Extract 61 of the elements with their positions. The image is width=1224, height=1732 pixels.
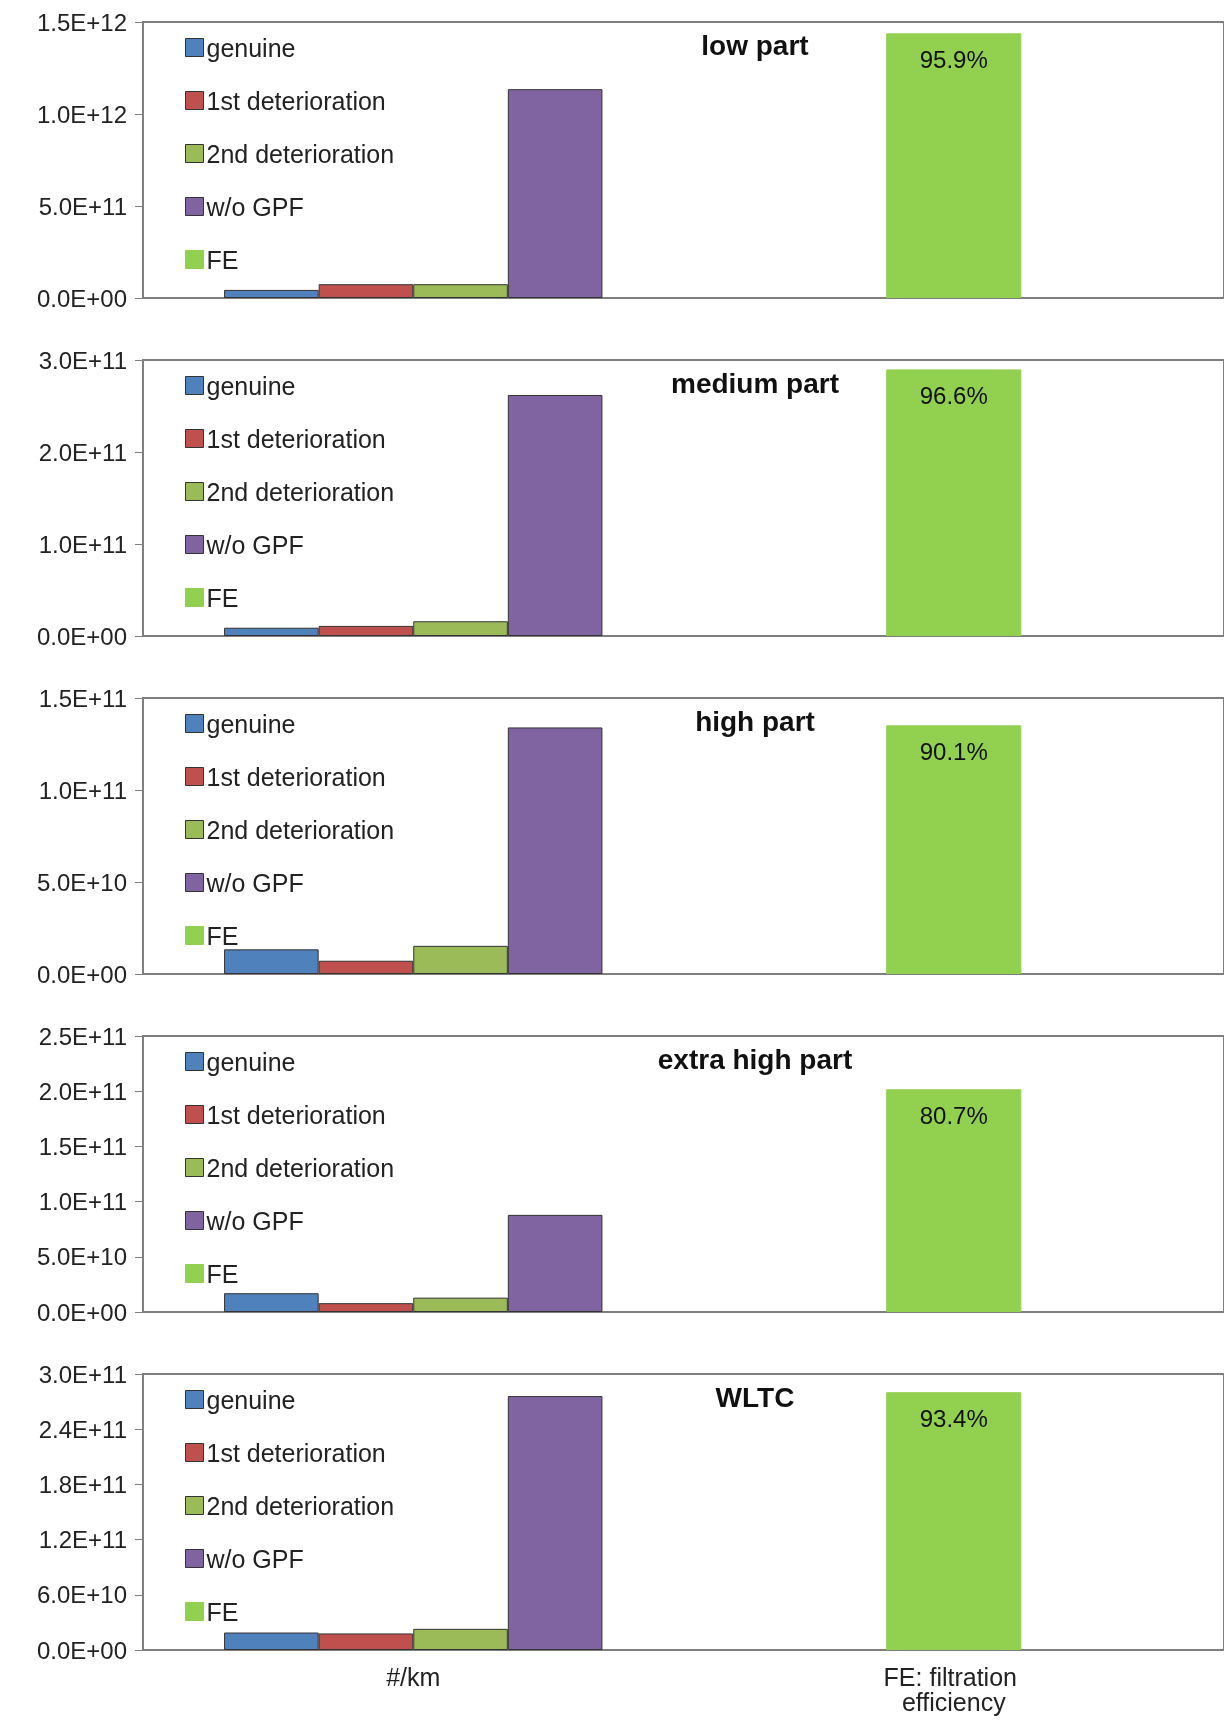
y-tick-label: 3.0E+11 [38,1360,127,1388]
legend-label: 1st deterioration [206,1100,386,1129]
y-tick-label: 0.0E+00 [36,284,127,312]
y-tick-label: 5.0E+10 [36,868,127,896]
data-label: 95.9% [919,45,988,73]
chart-title: WLTC [715,1381,795,1413]
legend-label: 1st deterioration [206,424,386,453]
legend-label: 1st deterioration [206,762,386,791]
y-tick-label: 1.5E+11 [38,684,127,712]
data-label: 96.6% [919,381,988,409]
data-label: 80.7% [919,1101,988,1129]
legend-label: genuine [206,33,296,62]
legend-label: 2nd deterioration [206,477,395,506]
y-tick-label: 0.0E+00 [36,1636,127,1664]
legend-label: genuine [206,1385,296,1414]
legend-label: genuine [206,371,296,400]
y-tick-label: 3.0E+11 [38,346,127,374]
legend-label: 1st deterioration [206,86,386,115]
legend-label: w/o GPF [205,192,304,221]
y-tick-label: 1.0E+11 [38,1188,127,1216]
legend-label: 1st deterioration [206,1438,386,1467]
legend-label: FE [206,1597,239,1626]
legend-label: w/o GPF [205,1206,304,1235]
chart-title: medium part [670,367,840,399]
y-tick-label: 1.0E+12 [36,100,127,128]
chart-title: low part [701,29,809,61]
x-tick-label: FE: filtration efficiency [883,1662,1024,1716]
x-tick-label: #/km [386,1662,441,1691]
legend-label: 2nd deterioration [206,815,395,844]
y-tick-label: 0.0E+00 [36,960,127,988]
legend-label: genuine [206,1047,296,1076]
legend-label: w/o GPF [205,868,304,897]
legend-label: w/o GPF [205,530,304,559]
legend-label: FE [206,921,239,950]
y-tick-label: 1.0E+11 [38,776,127,804]
chart-title: extra high part [657,1043,853,1075]
y-tick-label: 5.0E+10 [36,1243,127,1271]
legend-label: FE [206,245,239,274]
legend-label: 2nd deterioration [206,1153,395,1182]
y-tick-label: 6.0E+10 [36,1581,127,1609]
y-tick-label: 2.4E+11 [38,1415,127,1443]
y-tick-label: 1.5E+11 [38,1132,127,1160]
legend-label: FE [206,583,239,612]
data-label: 90.1% [919,737,988,765]
legend-label: FE [206,1259,239,1288]
y-tick-label: 1.2E+11 [38,1526,127,1554]
legend-label: 2nd deterioration [206,139,395,168]
y-tick-label: 1.0E+11 [38,530,127,558]
y-tick-label: 1.8E+11 [38,1470,127,1498]
data-label: 93.4% [919,1404,988,1432]
legend-label: 2nd deterioration [206,1491,395,1520]
legend-label: genuine [206,709,296,738]
y-tick-label: 0.0E+00 [36,1298,127,1326]
y-tick-label: 2.0E+11 [38,1077,127,1105]
y-tick-label: 5.0E+11 [38,192,127,220]
y-tick-label: 2.5E+11 [38,1022,127,1050]
legend-label: w/o GPF [205,1544,304,1573]
y-tick-label: 1.5E+12 [36,8,127,36]
chart-title: high part [695,705,815,737]
y-tick-label: 0.0E+00 [36,622,127,650]
y-tick-label: 2.0E+11 [38,438,127,466]
